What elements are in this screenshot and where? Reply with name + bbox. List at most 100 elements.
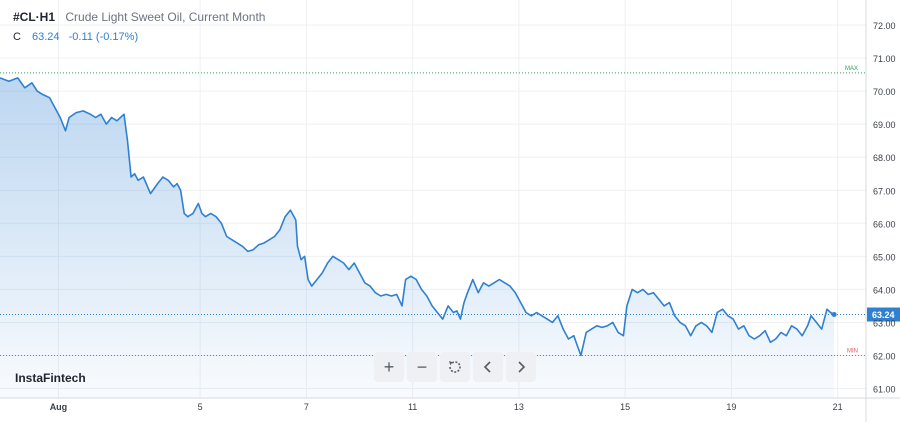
close-label: C bbox=[13, 31, 21, 43]
data-point bbox=[290, 210, 291, 211]
x-tick-label: Aug bbox=[50, 402, 68, 412]
x-tick-label: 19 bbox=[726, 402, 736, 412]
data-point bbox=[632, 289, 633, 290]
data-point bbox=[531, 315, 532, 316]
data-point bbox=[375, 292, 376, 293]
plus-icon: + bbox=[383, 356, 395, 377]
data-point bbox=[499, 279, 500, 280]
zoom-in-button[interactable]: + bbox=[374, 352, 404, 382]
brand-logo: InstaFintech bbox=[15, 371, 86, 385]
minus-icon: − bbox=[416, 356, 428, 377]
data-point bbox=[134, 173, 135, 174]
data-point bbox=[370, 286, 371, 287]
data-point bbox=[802, 335, 803, 336]
data-point bbox=[580, 355, 581, 356]
data-point bbox=[205, 216, 206, 217]
data-point bbox=[201, 213, 202, 214]
data-point bbox=[432, 305, 433, 306]
data-point bbox=[111, 117, 112, 118]
instrument-symbol[interactable]: #CL·H1 bbox=[13, 10, 56, 24]
data-point bbox=[821, 329, 822, 330]
data-point bbox=[591, 329, 592, 330]
data-point bbox=[765, 330, 766, 331]
data-point bbox=[525, 312, 526, 313]
data-point bbox=[717, 312, 718, 313]
data-point bbox=[478, 292, 479, 293]
data-point bbox=[301, 259, 302, 260]
data-point bbox=[106, 124, 107, 125]
data-point bbox=[391, 295, 392, 296]
data-point bbox=[410, 276, 411, 277]
data-point bbox=[536, 312, 537, 313]
data-point bbox=[65, 130, 66, 131]
scroll-left-button[interactable] bbox=[473, 352, 503, 382]
chart-header: #CL·H1 Crude Light Sweet Oil, Current Mo… bbox=[13, 10, 265, 24]
data-point bbox=[642, 289, 643, 290]
y-tick-label: 65.00 bbox=[873, 252, 896, 262]
data-point bbox=[573, 335, 574, 336]
data-point bbox=[463, 302, 464, 303]
data-point bbox=[90, 114, 91, 115]
data-point bbox=[653, 292, 654, 293]
data-point bbox=[180, 190, 181, 191]
data-point bbox=[198, 203, 199, 204]
data-point bbox=[279, 229, 280, 230]
data-point bbox=[42, 94, 43, 95]
data-point bbox=[69, 117, 70, 118]
chevron-left-icon bbox=[483, 361, 491, 373]
data-point bbox=[221, 223, 222, 224]
data-point bbox=[380, 295, 381, 296]
data-point bbox=[308, 279, 309, 280]
data-point bbox=[796, 329, 797, 330]
data-point bbox=[322, 272, 323, 273]
x-tick-label: 5 bbox=[198, 402, 203, 412]
data-point bbox=[674, 315, 675, 316]
data-point bbox=[618, 332, 619, 333]
data-point bbox=[359, 272, 360, 273]
y-tick-label: 66.00 bbox=[873, 219, 896, 229]
data-point bbox=[830, 312, 831, 313]
data-point bbox=[168, 180, 169, 181]
data-point bbox=[658, 299, 659, 300]
data-point bbox=[679, 322, 680, 323]
data-point bbox=[242, 246, 243, 247]
data-point bbox=[602, 327, 603, 328]
data-point bbox=[494, 282, 495, 283]
data-point bbox=[258, 244, 259, 245]
data-point bbox=[237, 243, 238, 244]
data-point bbox=[231, 239, 232, 240]
x-tick-label: 11 bbox=[408, 402, 417, 412]
y-tick-label: 71.00 bbox=[873, 54, 896, 64]
data-point bbox=[727, 315, 728, 316]
data-point bbox=[157, 183, 158, 184]
data-point bbox=[297, 246, 298, 247]
reset-button[interactable] bbox=[440, 352, 470, 382]
data-point bbox=[31, 82, 32, 83]
data-point bbox=[826, 309, 827, 310]
last-price-tag-label: 63.24 bbox=[872, 310, 895, 320]
data-point bbox=[343, 262, 344, 263]
price-readout: C 63.24 -0.11 (-0.17%) bbox=[13, 31, 138, 43]
data-point bbox=[24, 87, 25, 88]
scroll-right-button[interactable] bbox=[506, 352, 536, 382]
data-point bbox=[749, 335, 750, 336]
data-point bbox=[711, 332, 712, 333]
data-point bbox=[816, 322, 817, 323]
data-point bbox=[786, 335, 787, 336]
data-point bbox=[807, 325, 808, 326]
data-point bbox=[131, 176, 132, 177]
data-point bbox=[8, 81, 9, 82]
data-point bbox=[49, 97, 50, 98]
x-tick-label: 21 bbox=[833, 402, 843, 412]
data-point bbox=[285, 216, 286, 217]
price-line bbox=[0, 77, 835, 357]
data-point bbox=[626, 305, 627, 306]
data-point bbox=[811, 315, 812, 316]
zoom-out-button[interactable]: − bbox=[407, 352, 437, 382]
x-tick-label: 15 bbox=[620, 402, 630, 412]
data-point bbox=[733, 319, 734, 320]
data-point bbox=[754, 338, 755, 339]
reset-icon bbox=[449, 361, 461, 373]
